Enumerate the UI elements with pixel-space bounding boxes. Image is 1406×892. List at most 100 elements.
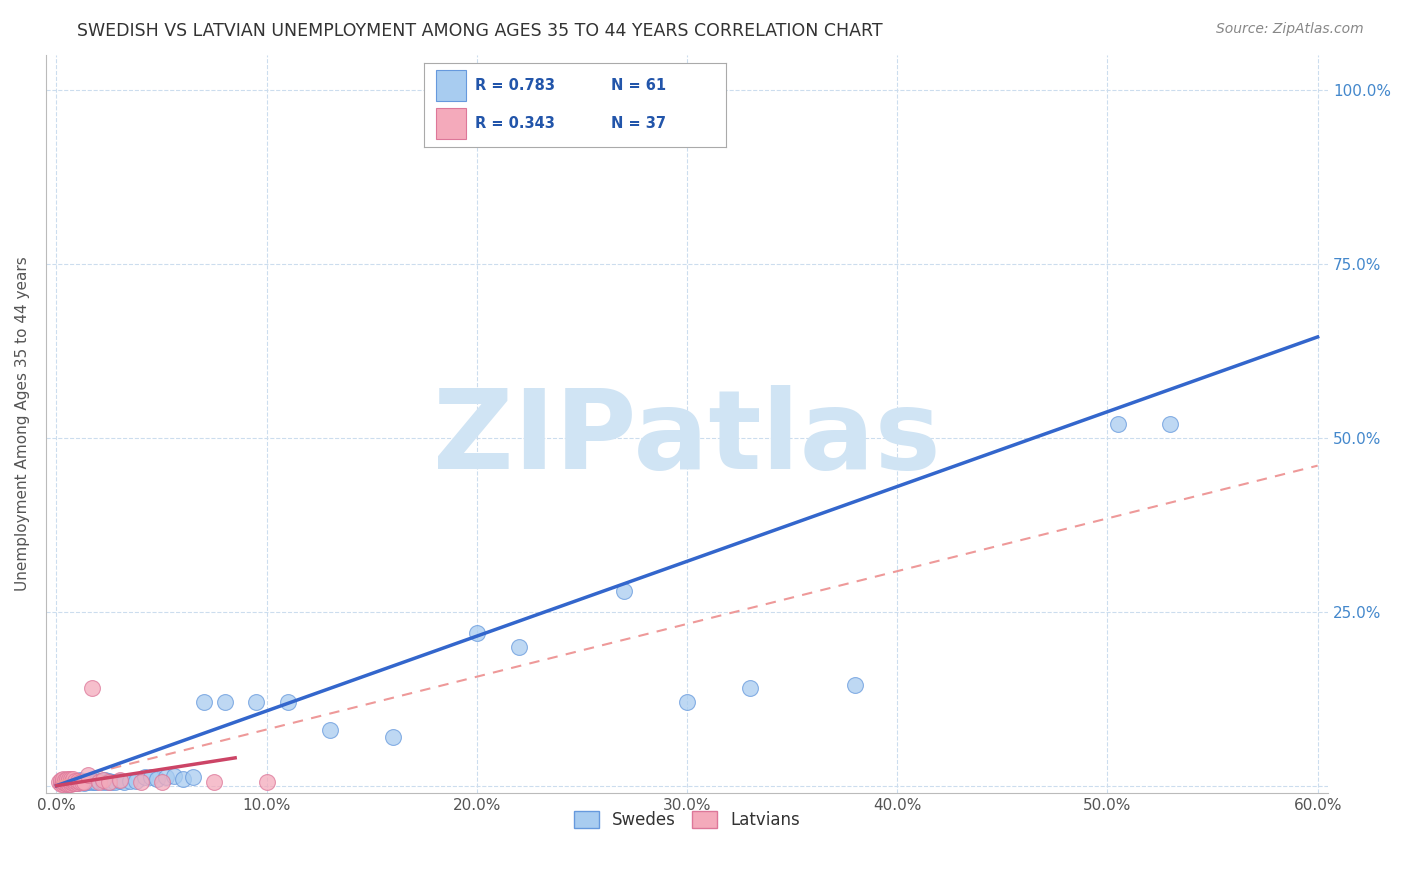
Point: [58, 773, 80, 788]
Text: SWEDISH VS LATVIAN UNEMPLOYMENT AMONG AGES 35 TO 44 YEARS CORRELATION CHART: SWEDISH VS LATVIAN UNEMPLOYMENT AMONG AG…: [77, 22, 883, 40]
Point: [66, 773, 89, 788]
Point: [508, 640, 530, 654]
Point: [91, 774, 114, 789]
Point: [48, 775, 70, 789]
Point: [56, 776, 79, 790]
Point: [129, 775, 152, 789]
Point: [91, 773, 114, 788]
Point: [58, 772, 80, 786]
Point: [108, 773, 131, 788]
Point: [73, 775, 96, 789]
Point: [49, 773, 72, 788]
Point: [52, 775, 75, 789]
Point: [60, 776, 83, 790]
Point: [60, 776, 83, 790]
Point: [58, 776, 80, 790]
Point: [70, 775, 93, 789]
Point: [56, 775, 79, 789]
Point: [52, 776, 75, 790]
Point: [740, 681, 762, 696]
Point: [465, 625, 488, 640]
Text: Source: ZipAtlas.com: Source: ZipAtlas.com: [1216, 22, 1364, 37]
Point: [82, 681, 104, 696]
Point: [163, 769, 186, 783]
Point: [70, 774, 93, 789]
Point: [66, 773, 89, 788]
Point: [277, 695, 299, 709]
Point: [104, 774, 127, 789]
Point: [77, 775, 100, 789]
Point: [94, 773, 117, 788]
Point: [79, 773, 101, 788]
Point: [118, 773, 141, 788]
Point: [96, 775, 118, 789]
Legend: Swedes, Latvians: Swedes, Latvians: [567, 805, 807, 836]
Point: [53, 776, 76, 790]
Point: [56, 776, 79, 790]
Point: [150, 775, 173, 789]
Point: [56, 773, 79, 788]
Point: [381, 730, 404, 744]
Point: [75, 775, 97, 789]
Point: [69, 775, 91, 789]
Point: [62, 776, 84, 790]
Point: [146, 772, 169, 786]
Point: [58, 774, 80, 789]
Point: [69, 773, 91, 788]
Point: [56, 772, 79, 786]
Point: [60, 774, 83, 789]
Point: [53, 773, 76, 788]
Point: [214, 695, 236, 709]
Point: [98, 774, 121, 789]
Point: [100, 775, 122, 789]
Point: [69, 775, 91, 789]
Point: [65, 776, 87, 790]
Point: [77, 768, 100, 782]
Point: [52, 772, 75, 786]
Point: [202, 775, 225, 789]
Point: [62, 773, 84, 788]
Point: [53, 773, 76, 788]
Point: [676, 695, 699, 709]
Point: [134, 770, 156, 784]
Point: [844, 678, 866, 692]
Point: [65, 776, 87, 790]
Point: [193, 695, 215, 709]
Point: [65, 773, 87, 788]
Point: [98, 773, 121, 788]
Point: [1160, 417, 1182, 431]
Point: [66, 776, 89, 790]
Point: [62, 773, 84, 788]
Text: ZIPatlas: ZIPatlas: [433, 385, 941, 492]
Point: [87, 773, 110, 788]
Point: [87, 775, 110, 789]
Point: [73, 776, 96, 790]
Point: [53, 775, 76, 789]
Point: [82, 775, 104, 789]
Point: [73, 773, 96, 788]
Point: [60, 772, 83, 786]
Point: [108, 773, 131, 788]
Point: [83, 774, 105, 789]
Point: [256, 774, 278, 789]
Y-axis label: Unemployment Among Ages 35 to 44 years: Unemployment Among Ages 35 to 44 years: [15, 257, 30, 591]
Point: [245, 695, 267, 709]
Point: [1107, 417, 1129, 431]
Point: [155, 770, 177, 784]
Point: [49, 775, 72, 789]
Point: [62, 772, 84, 786]
Point: [56, 774, 79, 789]
Point: [86, 775, 108, 789]
Point: [58, 776, 80, 790]
Point: [319, 723, 342, 737]
Point: [49, 776, 72, 790]
Point: [52, 774, 75, 789]
Point: [172, 772, 194, 786]
Point: [52, 773, 75, 788]
Point: [139, 770, 162, 784]
Point: [112, 774, 135, 789]
Point: [66, 776, 89, 790]
Point: [125, 773, 148, 788]
Point: [60, 773, 83, 788]
Point: [613, 583, 636, 598]
